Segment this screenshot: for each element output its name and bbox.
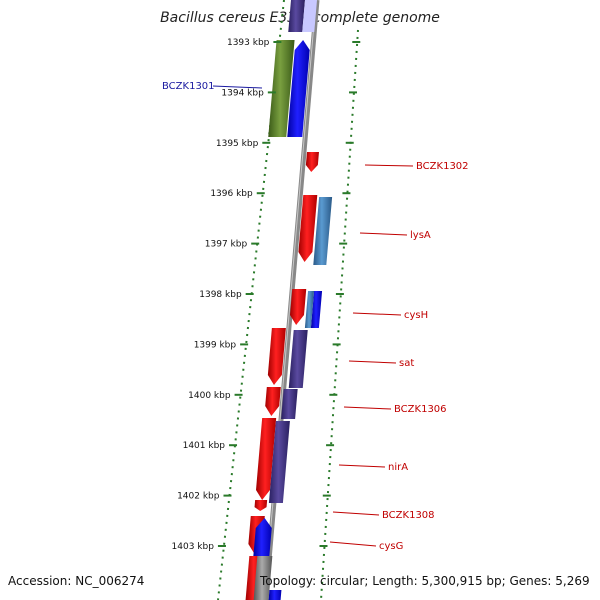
gene-bottom-gray[interactable] xyxy=(253,556,273,600)
tick-label: 1398 kbp xyxy=(199,290,242,300)
gene-bczk1308[interactable] xyxy=(254,500,268,511)
gene-label-right[interactable]: lysA xyxy=(410,230,431,241)
label-leader-right xyxy=(338,464,386,468)
tick-label: 1393 kbp xyxy=(227,38,270,48)
label-leader-right xyxy=(329,541,377,547)
gene-bczk1306[interactable] xyxy=(265,387,281,416)
tick-label: 1403 kbp xyxy=(172,542,215,552)
gene-top-blue-faded[interactable] xyxy=(302,0,317,32)
gene-label-right[interactable]: BCZK1302 xyxy=(416,161,469,172)
tick-label: 1397 kbp xyxy=(205,240,248,250)
left-guide-line xyxy=(217,0,285,600)
gene-label-right[interactable]: BCZK1306 xyxy=(394,404,447,415)
label-leader-right xyxy=(348,360,397,364)
gene-label-left[interactable]: BCZK1301 xyxy=(162,81,215,92)
gene-cysh-blue[interactable] xyxy=(310,291,323,328)
label-leader-right xyxy=(359,232,408,236)
gene-label-right[interactable]: cysH xyxy=(404,310,428,321)
gene-nira-purple[interactable] xyxy=(268,421,290,503)
gene-cysg-blue[interactable] xyxy=(253,518,272,556)
gene-blue-upper[interactable] xyxy=(287,40,310,137)
tick-label: 1402 kbp xyxy=(177,492,220,502)
label-leader-right xyxy=(352,312,402,316)
tick-label: 1395 kbp xyxy=(216,139,259,149)
gene-bczk1301[interactable] xyxy=(268,40,295,137)
gene-lysa-neighbor[interactable] xyxy=(313,197,333,265)
gene-cysh[interactable] xyxy=(290,289,307,325)
gene-bczk1306-purple[interactable] xyxy=(281,389,298,419)
kbp-ticks: 1393 kbp 1394 kbp 1395 kbp 1396 kbp 1397 kbp… xyxy=(172,38,361,552)
gene-sat-purple[interactable] xyxy=(288,330,308,388)
gene-bczk1302[interactable] xyxy=(305,152,319,172)
label-leader-right xyxy=(343,406,392,410)
gene-steel-small[interactable] xyxy=(304,291,315,328)
gene-features xyxy=(245,0,333,600)
gene-label-right[interactable]: BCZK1308 xyxy=(382,510,435,521)
label-leader-right xyxy=(332,511,380,516)
gene-top-purple[interactable] xyxy=(288,0,305,32)
gene-label-right[interactable]: nirA xyxy=(388,462,408,473)
label-leader-right xyxy=(364,164,414,167)
gene-lysa[interactable] xyxy=(298,195,318,262)
dotted-guides xyxy=(217,0,359,600)
gene-label-right[interactable]: cysG xyxy=(379,541,403,552)
gene-sat[interactable] xyxy=(267,328,286,385)
tick-label: 1401 kbp xyxy=(183,441,226,451)
right-guide-line xyxy=(320,29,359,600)
gene-nira[interactable] xyxy=(256,418,277,500)
label-leader-left xyxy=(212,85,263,89)
accession-text: Accession: NC_006274 xyxy=(8,574,145,588)
tick-label: 1394 kbp xyxy=(221,88,264,98)
tick-label: 1400 kbp xyxy=(188,391,231,401)
topology-text: Topology: circular; Length: 5,300,915 bp… xyxy=(260,574,590,588)
gene-label-right[interactable]: sat xyxy=(399,358,414,369)
gene-bottom-blue[interactable] xyxy=(268,590,282,600)
gene-labels: BCZK1301 BCZK1302 lysA cysH sat BCZK1306 nirA B… xyxy=(162,81,469,552)
tick-label: 1399 kbp xyxy=(194,340,237,350)
tick-label: 1396 kbp xyxy=(210,189,253,199)
